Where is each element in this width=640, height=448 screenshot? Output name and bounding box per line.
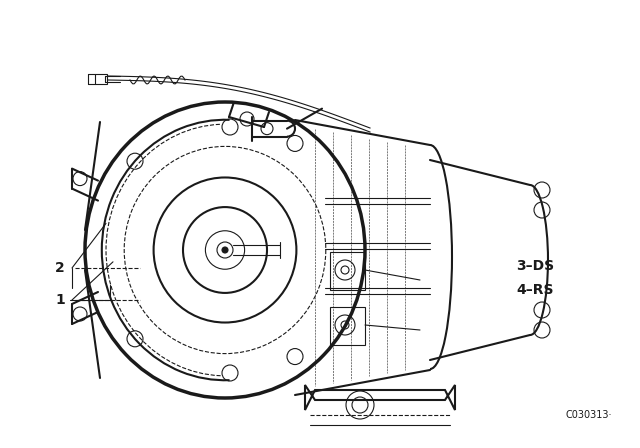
Text: 4–RS: 4–RS [516, 283, 554, 297]
Bar [95, 74, 107, 84]
Bar [330, 307, 365, 345]
Circle shape [222, 247, 228, 253]
Text: 3–DS: 3–DS [516, 259, 554, 273]
Text: 1: 1 [55, 293, 65, 307]
Text: 2: 2 [55, 261, 65, 275]
Bar [330, 252, 365, 290]
Text: C030313·: C030313· [565, 410, 611, 420]
